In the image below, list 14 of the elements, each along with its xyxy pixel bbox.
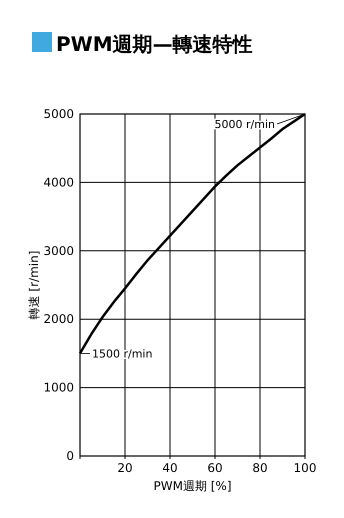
chart-title: PWM週期—轉速特性 xyxy=(56,32,253,56)
y-tick-label: 3000 xyxy=(43,244,74,258)
y-tick-label: 2000 xyxy=(43,312,74,326)
x-tick-label: 100 xyxy=(294,461,316,475)
y-tick-label: 1000 xyxy=(43,380,74,395)
y-tick-label: 4000 xyxy=(43,175,74,190)
y-axis-title: 轉速 [r/min] xyxy=(27,250,41,320)
y-tick-label: 5000 xyxy=(43,107,74,121)
x-tick-label: 80 xyxy=(252,461,268,475)
x-tick-label: 20 xyxy=(117,461,133,475)
y-tick-label: 0 xyxy=(66,449,74,463)
x-tick-label: 60 xyxy=(207,461,223,475)
x-axis-title: PWM週期 [%] xyxy=(153,479,232,493)
x-tick-label: 40 xyxy=(162,461,178,475)
